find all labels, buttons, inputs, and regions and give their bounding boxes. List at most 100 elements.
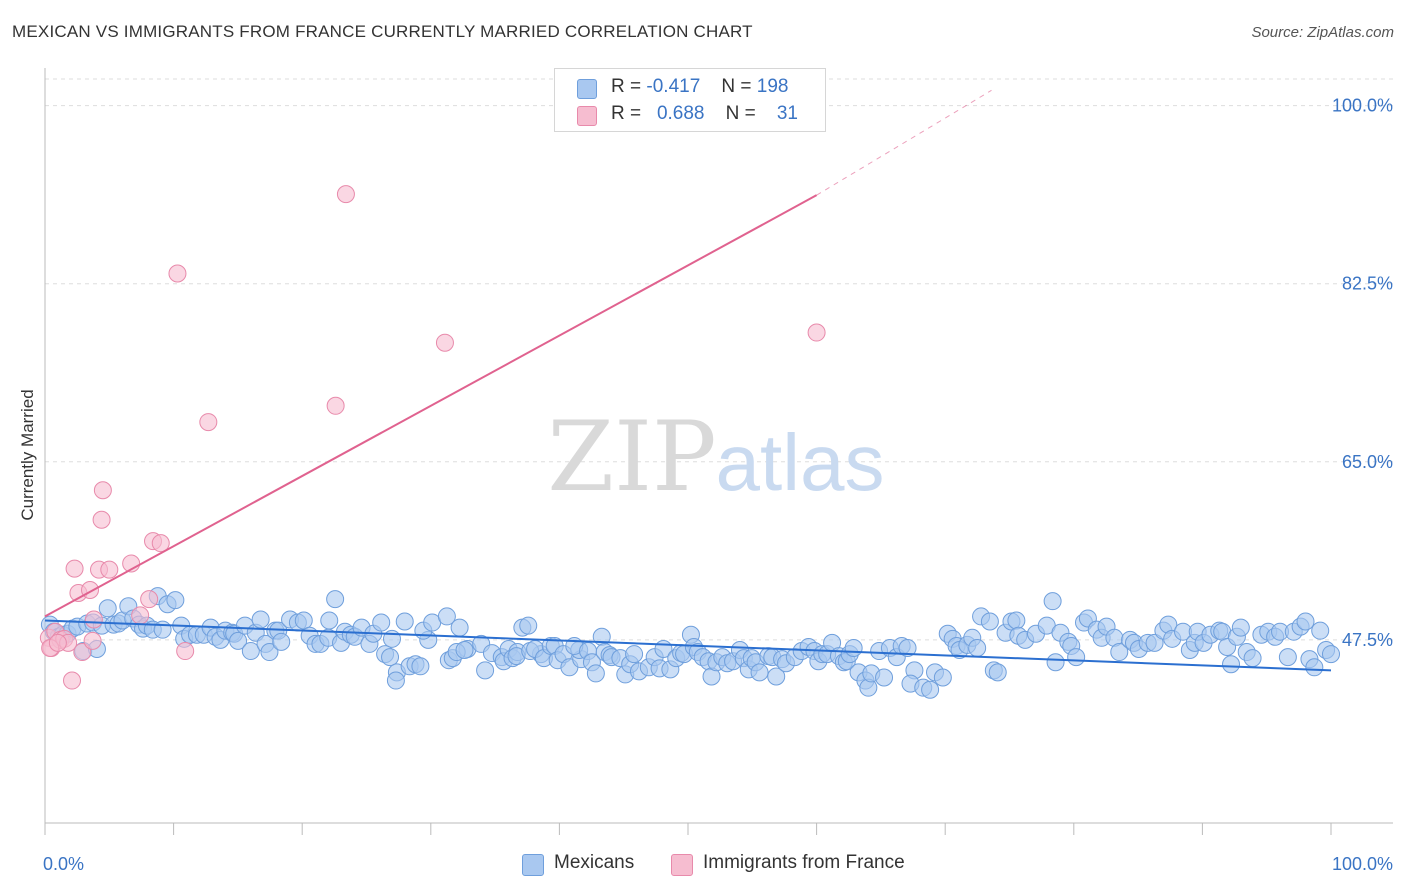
- legend-r-value: 0.688: [656, 103, 705, 124]
- mexicans-point: [586, 664, 605, 683]
- mexicans-point: [750, 663, 769, 682]
- legend-n-label: N =: [725, 103, 756, 124]
- mexicans-point: [1311, 621, 1330, 640]
- mexicans-point: [898, 638, 917, 657]
- y-tick-label: 82.5%: [1342, 274, 1393, 294]
- legend: R = -0.417 N = 198 R = 0.688 N = 31: [554, 68, 826, 132]
- mexicans-point: [1110, 643, 1129, 662]
- mexicans-point: [98, 599, 117, 618]
- legend-r-label: R =: [611, 103, 642, 124]
- watermark-atlas: atlas: [716, 418, 885, 507]
- mexicans-point: [381, 648, 400, 667]
- france-point: [48, 633, 67, 652]
- mexicans-point: [1231, 618, 1250, 637]
- france-trend-line: [44, 194, 818, 618]
- france-point: [100, 560, 119, 579]
- legend-swatch-france: [577, 106, 597, 126]
- france-point: [131, 606, 150, 625]
- france-point: [176, 642, 195, 661]
- legend-stats-france: R = 0.688 N = 31: [611, 103, 798, 125]
- france-point: [435, 333, 454, 352]
- chart-title: MEXICAN VS IMMIGRANTS FROM FRANCE CURREN…: [12, 22, 753, 41]
- mexicans-point: [767, 667, 786, 686]
- legend-swatch-mexicans: [577, 79, 597, 99]
- legend-r-label: R =: [611, 76, 642, 97]
- source-credit: Source: ZipAtlas.com: [1251, 24, 1394, 41]
- mexicans-point: [988, 663, 1007, 682]
- mexicans-point: [166, 591, 185, 610]
- mexicans-point: [372, 613, 391, 632]
- mexicans-point: [1222, 655, 1241, 674]
- mexicans-point: [1007, 611, 1026, 630]
- mexicans-point: [411, 657, 430, 676]
- france-point: [140, 590, 159, 609]
- mexicans-point: [455, 641, 474, 660]
- mexicans-point: [395, 612, 414, 631]
- mexicans-point: [320, 611, 339, 630]
- mexicans-point: [1046, 653, 1065, 672]
- france-point: [84, 610, 103, 629]
- mexicans-point: [921, 680, 940, 699]
- mexicans-trend-line: [44, 619, 1332, 672]
- france-point: [807, 323, 826, 342]
- y-tick-label: 65.0%: [1342, 452, 1393, 472]
- legend-r-value: -0.417: [646, 76, 701, 97]
- mexicans-point: [326, 590, 345, 609]
- mexicans-point: [1243, 649, 1262, 668]
- france-point: [93, 481, 112, 500]
- axes: [44, 68, 1393, 835]
- mexicans-point: [476, 661, 495, 680]
- mexicans-point: [272, 632, 291, 651]
- grid-lines: [45, 78, 1393, 641]
- y-tick-label: 100.0%: [1332, 96, 1393, 116]
- bottom-legend-label-france: Immigrants from France: [703, 852, 905, 873]
- mexicans-points: [40, 587, 1340, 699]
- france-point: [63, 671, 82, 690]
- legend-n-label: N =: [721, 76, 752, 97]
- france-point: [168, 264, 187, 283]
- mexicans-point: [844, 638, 863, 657]
- mexicans-point: [519, 616, 538, 635]
- bottom-legend-swatch-mexicans: [522, 854, 544, 876]
- mexicans-point: [229, 631, 248, 650]
- france-point: [73, 643, 92, 662]
- mexicans-point: [1305, 658, 1324, 677]
- france-point: [199, 413, 218, 432]
- mexicans-point: [1043, 592, 1062, 611]
- france-point: [326, 396, 345, 415]
- x-tick-label: 100.0%: [1332, 854, 1393, 874]
- legend-stats-mexicans: R = -0.417 N = 198: [611, 76, 788, 98]
- y-tick-label: 47.5%: [1342, 630, 1393, 650]
- mexicans-point: [968, 638, 987, 657]
- legend-n-value: 198: [756, 76, 789, 97]
- france-point: [92, 510, 111, 529]
- france-point: [83, 631, 102, 650]
- mexicans-point: [153, 620, 172, 639]
- bottom-legend-label-mexicans: Mexicans: [554, 852, 635, 873]
- mexicans-point: [450, 618, 469, 637]
- watermark: ZIP atlas: [547, 401, 884, 513]
- trend-lines: [44, 89, 1332, 672]
- mexicans-point: [1145, 633, 1164, 652]
- bottom-legend-swatch-france: [671, 854, 693, 876]
- mexicans-point: [980, 612, 999, 631]
- france-point: [65, 559, 84, 578]
- france-trend-extension: [816, 89, 992, 196]
- mexicans-point: [437, 607, 456, 626]
- mexicans-point: [294, 611, 313, 630]
- mexicans-point: [933, 668, 952, 687]
- mexicans-point: [1278, 648, 1297, 667]
- mexicans-point: [260, 643, 279, 662]
- watermark-zip: ZIP: [547, 401, 716, 513]
- mexicans-point: [625, 645, 644, 664]
- tick-labels: 47.5% 65.0% 82.5% 100.0% 0.0% 100.0%: [43, 96, 1393, 874]
- legend-n-value: 31: [776, 103, 798, 124]
- france-point: [336, 185, 355, 204]
- mexicans-point: [1322, 645, 1340, 664]
- mexicans-point: [875, 668, 894, 687]
- x-tick-label: 0.0%: [43, 854, 84, 874]
- mexicans-point: [386, 671, 405, 690]
- y-axis-label: Currently Married: [18, 389, 37, 521]
- mexicans-point: [241, 642, 260, 661]
